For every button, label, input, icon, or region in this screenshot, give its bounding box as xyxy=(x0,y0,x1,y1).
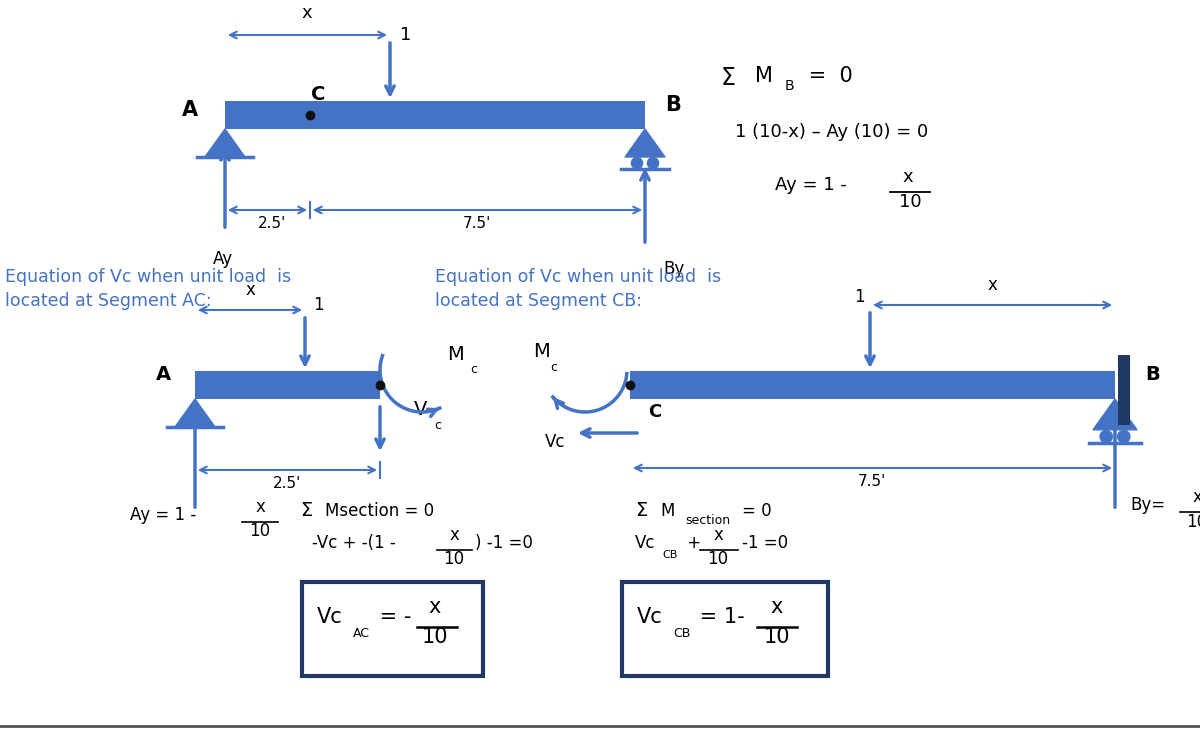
Text: 1: 1 xyxy=(313,296,324,314)
Text: 10: 10 xyxy=(250,522,270,540)
Text: x: x xyxy=(449,526,458,544)
Text: located at Segment CB:: located at Segment CB: xyxy=(436,292,642,310)
Text: x: x xyxy=(988,276,997,294)
Polygon shape xyxy=(175,399,215,427)
Text: 1: 1 xyxy=(854,288,865,306)
Text: = 1-: = 1- xyxy=(694,607,745,627)
Text: 10: 10 xyxy=(421,627,449,647)
Circle shape xyxy=(648,158,659,169)
Text: 7.5': 7.5' xyxy=(858,474,886,489)
Text: Ay = 1 -: Ay = 1 - xyxy=(130,506,197,524)
Text: M: M xyxy=(533,342,550,361)
Text: =  0: = 0 xyxy=(802,66,853,86)
Text: = 0: = 0 xyxy=(742,502,772,520)
Text: x: x xyxy=(256,498,265,516)
Text: M: M xyxy=(755,66,773,86)
Text: x: x xyxy=(301,4,312,22)
Text: CB: CB xyxy=(673,627,690,640)
Text: Msection = 0: Msection = 0 xyxy=(325,502,434,520)
Text: Ay = 1 -: Ay = 1 - xyxy=(775,176,847,194)
Text: Equation of Vc when unit load  is: Equation of Vc when unit load is xyxy=(436,268,721,286)
Text: $\Sigma$: $\Sigma$ xyxy=(635,501,648,520)
Text: x: x xyxy=(713,526,722,544)
Text: x: x xyxy=(902,168,913,186)
Text: By: By xyxy=(662,260,684,278)
Text: c: c xyxy=(550,361,557,374)
Polygon shape xyxy=(205,129,245,157)
Text: 1 (10-x) – Ay (10) = 0: 1 (10-x) – Ay (10) = 0 xyxy=(734,123,929,141)
Text: B: B xyxy=(665,95,680,115)
Bar xyxy=(630,371,1115,399)
Polygon shape xyxy=(625,129,665,157)
Bar xyxy=(226,101,646,129)
Circle shape xyxy=(1117,431,1130,443)
Text: Vc: Vc xyxy=(317,607,343,627)
Text: -Vc + -(1 -: -Vc + -(1 - xyxy=(312,534,396,552)
Text: C: C xyxy=(648,403,661,421)
Text: 10: 10 xyxy=(1187,513,1200,531)
Text: Vc: Vc xyxy=(635,534,655,552)
Text: located at Segment AC:: located at Segment AC: xyxy=(5,292,211,310)
Text: +: + xyxy=(682,534,701,552)
Text: Ay: Ay xyxy=(212,250,233,268)
Text: B: B xyxy=(785,79,794,93)
Text: -1 =0: -1 =0 xyxy=(742,534,788,552)
Text: A: A xyxy=(156,365,170,384)
Text: x: x xyxy=(428,597,442,617)
Text: x: x xyxy=(770,597,784,617)
Text: c: c xyxy=(434,419,442,432)
Text: V: V xyxy=(414,400,427,419)
Text: 1: 1 xyxy=(400,26,412,44)
Text: 2.5': 2.5' xyxy=(258,216,286,231)
Text: 10: 10 xyxy=(708,550,728,568)
Text: Equation of Vc when unit load  is: Equation of Vc when unit load is xyxy=(5,268,292,286)
Text: B: B xyxy=(1145,365,1159,384)
Text: 10: 10 xyxy=(763,627,791,647)
Bar xyxy=(194,371,380,399)
Text: Vc: Vc xyxy=(545,433,565,451)
FancyBboxPatch shape xyxy=(622,582,828,676)
Circle shape xyxy=(631,158,643,169)
Text: x: x xyxy=(1192,488,1200,506)
Text: 2.5': 2.5' xyxy=(272,476,301,491)
Circle shape xyxy=(1100,431,1112,443)
Text: AC: AC xyxy=(353,627,370,640)
Text: 10: 10 xyxy=(444,550,464,568)
Text: section: section xyxy=(685,514,730,527)
Polygon shape xyxy=(1093,399,1138,430)
Text: CB: CB xyxy=(662,550,677,560)
Text: ) -1 =0: ) -1 =0 xyxy=(475,534,533,552)
Text: $\Sigma$: $\Sigma$ xyxy=(300,501,313,520)
FancyBboxPatch shape xyxy=(302,582,482,676)
Text: By=: By= xyxy=(1130,496,1165,514)
Text: x: x xyxy=(245,281,254,299)
Text: $\Sigma$: $\Sigma$ xyxy=(720,66,736,90)
Text: M: M xyxy=(660,502,674,520)
Bar xyxy=(1118,355,1130,425)
Text: 10: 10 xyxy=(899,193,922,211)
Text: A: A xyxy=(182,100,198,120)
Text: Vc: Vc xyxy=(637,607,662,627)
Text: M: M xyxy=(446,345,463,364)
Text: c: c xyxy=(470,363,478,376)
Text: 7.5': 7.5' xyxy=(463,216,491,231)
Text: C: C xyxy=(311,85,325,105)
Text: = -: = - xyxy=(373,607,412,627)
